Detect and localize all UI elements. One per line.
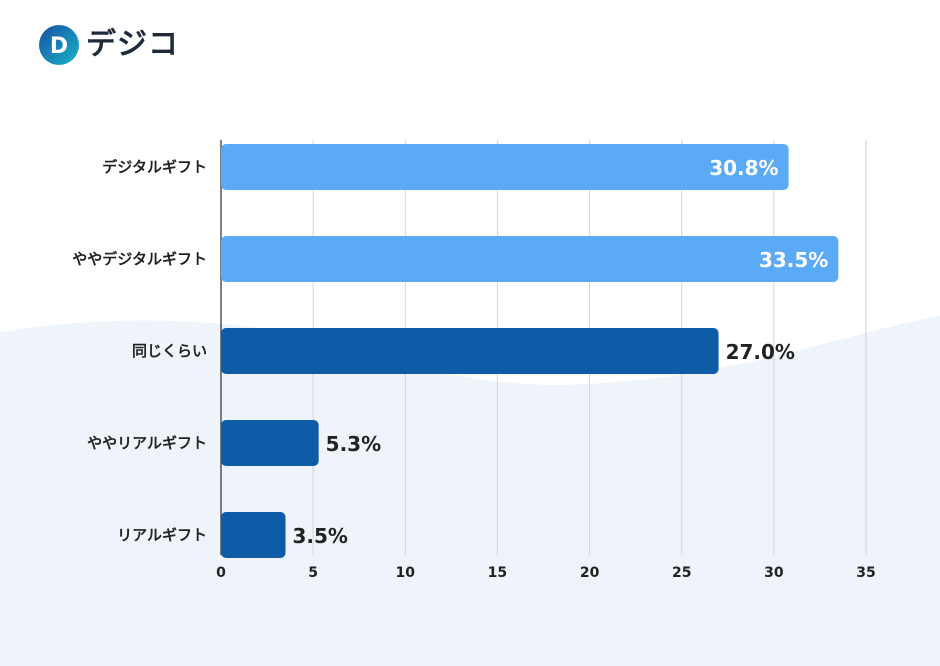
bar	[221, 328, 719, 374]
x-tick-label: 10	[396, 565, 416, 581]
data-label: 3.5%	[293, 524, 348, 548]
x-tick-label: 0	[216, 565, 226, 581]
bar	[221, 420, 319, 466]
bar	[221, 236, 839, 282]
data-label: 27.0%	[726, 340, 795, 364]
labels: 0 5 10 15 20 25 30 35 デジタルギフト 30.8% ややデジタルギフト 33.5%…	[72, 156, 875, 581]
x-tick-label: 15	[488, 565, 507, 581]
x-tick-label: 20	[580, 565, 600, 581]
data-label: 5.3%	[326, 432, 381, 456]
x-tick-label: 5	[308, 565, 318, 581]
category-label: ややリアルギフト	[87, 434, 207, 452]
brand-mark-icon: D	[39, 25, 79, 65]
category-label: デジタルギフト	[102, 158, 207, 176]
x-tick-label: 25	[672, 565, 691, 581]
x-tick-label: 35	[856, 565, 875, 581]
category-label: ややデジタルギフト	[72, 250, 207, 268]
x-tick-label: 30	[764, 565, 784, 581]
bar	[221, 512, 286, 558]
category-label: 同じくらい	[132, 342, 207, 360]
category-label: リアルギフト	[117, 526, 207, 544]
brand-logo: D デジコ	[38, 24, 179, 66]
brand-name: デジコ	[86, 27, 179, 62]
bar	[221, 144, 789, 190]
data-label: 33.5%	[759, 248, 828, 272]
data-label: 30.8%	[709, 156, 778, 180]
bars	[221, 144, 839, 558]
brand-mark-letter: D	[50, 34, 68, 59]
